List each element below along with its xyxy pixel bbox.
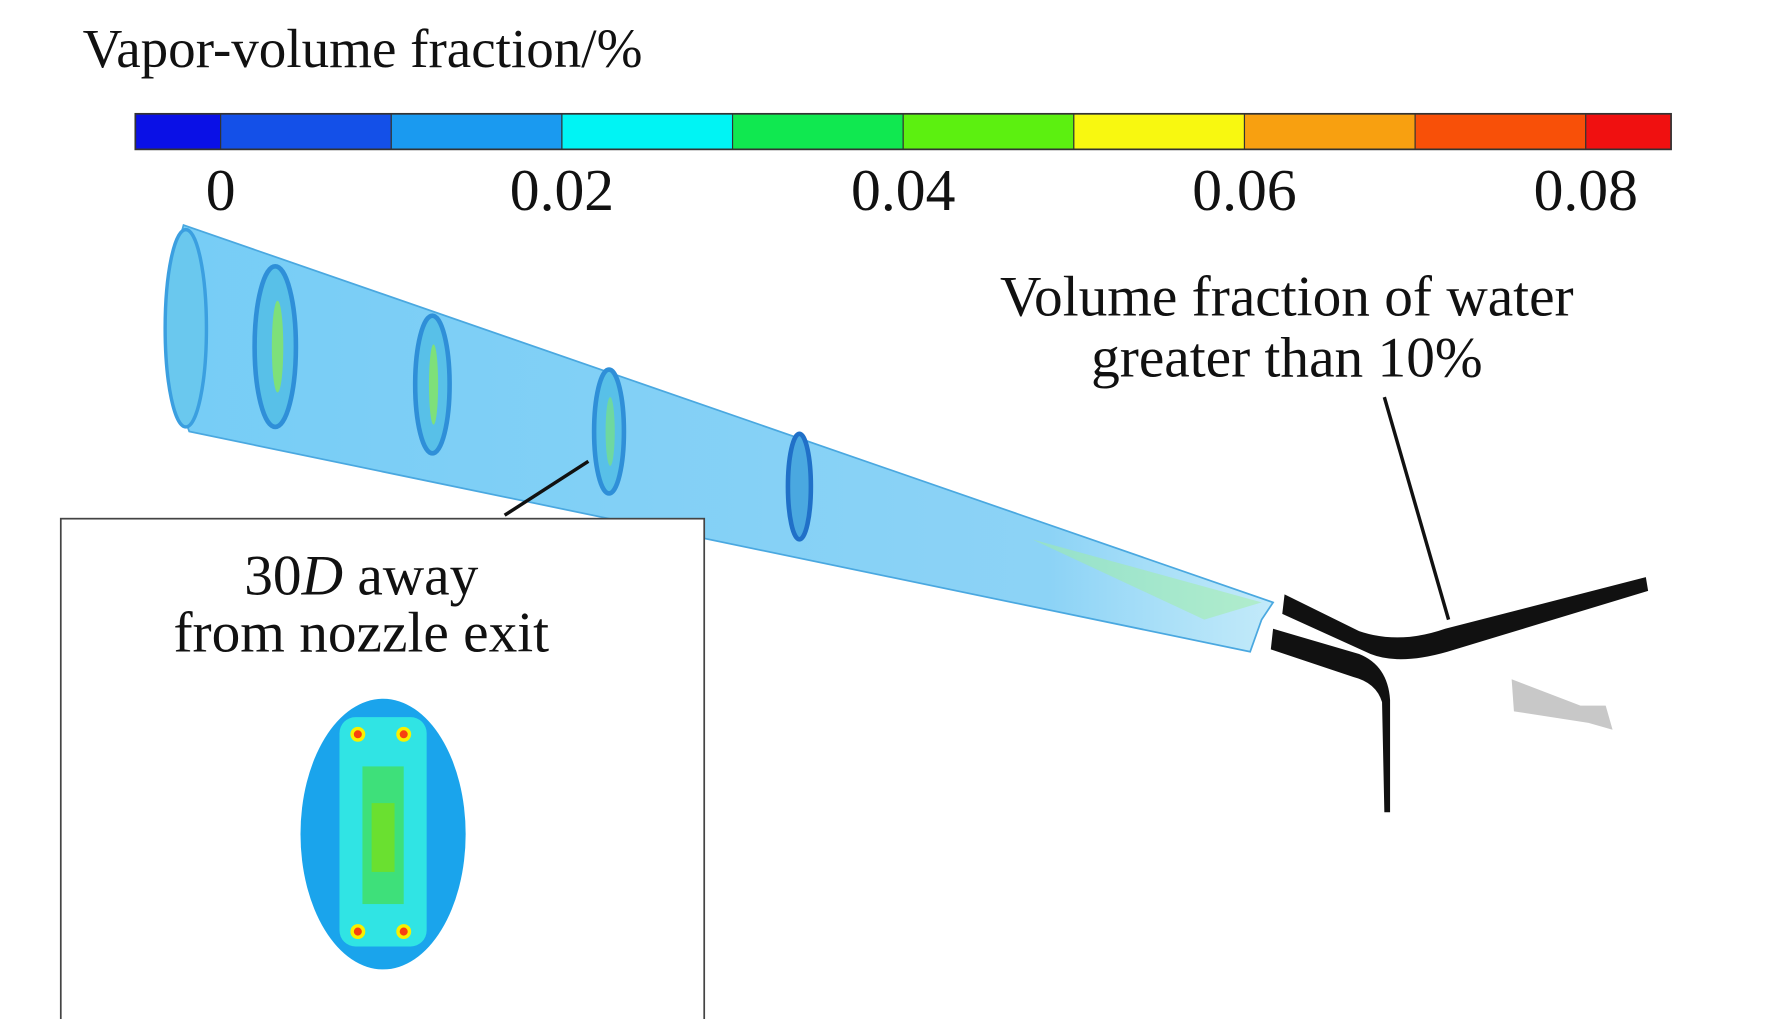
annotation: greater than 10%	[1091, 326, 1483, 389]
colorbar-segment	[134, 113, 222, 150]
cross-section	[300, 698, 466, 970]
hotspot	[396, 924, 412, 940]
cone-streak	[1032, 539, 1262, 620]
colorbar-segment	[1073, 113, 1246, 150]
section	[785, 431, 814, 542]
hotspot	[350, 726, 366, 742]
colorbar: 0 0.02 0.04 0.06 0.08	[134, 112, 1672, 223]
water-region	[1270, 577, 1649, 813]
hotspot	[350, 924, 366, 940]
colorbar-segment	[390, 113, 563, 150]
colorbar-tick-label: 0.04	[851, 157, 955, 223]
water-hose	[1282, 577, 1649, 660]
inset-label-part: away	[343, 544, 479, 607]
colorbar-segment	[1414, 113, 1587, 150]
section-core	[605, 397, 615, 466]
inset-label: from nozzle exit	[173, 602, 549, 665]
colorbar-tick-label: 0	[206, 157, 236, 223]
water-hose	[1270, 628, 1391, 813]
colorbar-frame	[134, 112, 1672, 151]
colorbar-tick-label: 0.08	[1534, 157, 1638, 223]
leader-line	[1382, 396, 1451, 621]
leader-line	[503, 459, 590, 517]
annotation: Volume fraction of water	[1000, 266, 1574, 329]
inset-label: 30D away	[244, 544, 478, 607]
section-core	[271, 300, 284, 393]
colorbar-segment	[902, 113, 1075, 150]
colorbar-tick-label: 0.02	[510, 157, 614, 223]
colorbar-segment	[1585, 113, 1672, 150]
section-core	[371, 803, 395, 872]
inset-label-part: 30	[244, 544, 301, 607]
colorbar-segment	[561, 113, 734, 150]
gray-nozzle	[1511, 679, 1613, 730]
hotspot	[396, 726, 412, 742]
colorbar-segment	[1243, 113, 1416, 150]
section-core	[428, 344, 439, 425]
colorbar-segment	[731, 113, 904, 150]
inset-label-part: D	[301, 544, 343, 607]
colorbar-tick-label: 0.06	[1192, 157, 1296, 223]
colorbar-segment	[220, 113, 392, 150]
section	[163, 227, 209, 429]
colorbar-title: Vapor-volume fraction/%	[83, 18, 643, 79]
vapor-cone	[163, 223, 1275, 653]
